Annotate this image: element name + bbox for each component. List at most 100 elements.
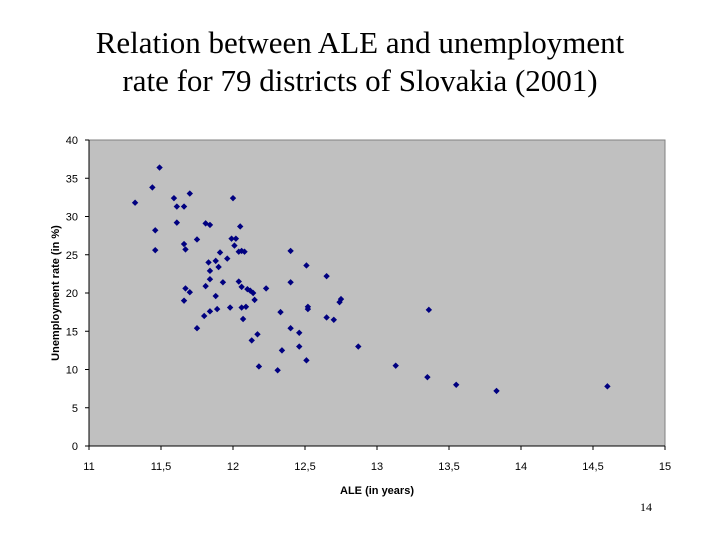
data-point (149, 184, 156, 191)
data-point (304, 305, 312, 313)
data-point (238, 304, 245, 311)
data-point (186, 190, 193, 197)
data-point (206, 276, 214, 283)
data-point (296, 329, 303, 336)
data-point (262, 285, 270, 292)
y-tick-label: 5 (72, 403, 78, 415)
x-tick-label: 12 (227, 461, 239, 473)
data-point (193, 236, 201, 243)
data-point (152, 246, 159, 254)
y-tick-label: 30 (66, 212, 78, 224)
x-axis-label: ALE (in years) (340, 485, 414, 497)
data-point (231, 242, 238, 249)
data-point (251, 296, 258, 304)
data-point (235, 248, 242, 255)
y-tick-label: 15 (66, 326, 78, 338)
data-point (323, 272, 330, 280)
data-point (254, 331, 261, 338)
data-point (424, 373, 431, 381)
data-point (248, 337, 255, 344)
data-point (241, 248, 248, 255)
data-point (205, 259, 212, 266)
plot-area (88, 139, 666, 447)
data-point (238, 283, 245, 291)
y-tick-label: 0 (72, 441, 78, 453)
data-point (232, 235, 240, 242)
data-point (235, 278, 242, 285)
axes: 11 11,5 12 12,5 13 13,5 14 14,5 15 0 5 10 15 20 25 30 35… (66, 135, 671, 473)
data-point (173, 203, 181, 210)
data-point (156, 164, 163, 171)
slide-title-line-1: Relation between ALE and unemployment (95, 25, 625, 60)
data-point (274, 367, 281, 374)
data-point (180, 297, 188, 304)
data-point (182, 246, 189, 253)
data-point (239, 315, 247, 323)
data-point (330, 316, 337, 323)
data-point (170, 194, 178, 202)
data-point (180, 203, 188, 210)
data-point (296, 343, 303, 350)
slide-title-line-2: rate for 79 districts of Slovakia (2001) (122, 63, 598, 98)
y-tick-label: 10 (66, 365, 78, 377)
data-point (213, 305, 221, 313)
data-point (206, 221, 214, 229)
data-point (287, 247, 294, 255)
data-point (206, 267, 214, 275)
data-point (425, 306, 433, 314)
data-point (277, 308, 284, 316)
data-point (173, 219, 181, 226)
data-point (323, 314, 330, 321)
data-point (278, 347, 286, 354)
x-tick-label: 11,5 (151, 461, 172, 473)
y-tick-label: 20 (66, 288, 78, 300)
data-point (287, 324, 294, 332)
x-tick-label: 12,5 (294, 461, 315, 473)
x-tick-label: 15 (659, 461, 671, 473)
data-point (206, 308, 214, 315)
x-tick-label: 13,5 (438, 461, 459, 473)
data-point (392, 362, 399, 369)
data-point (249, 289, 257, 297)
data-point (201, 312, 208, 320)
y-axis-label: Unemployment rate (in %) (50, 225, 62, 361)
data-point (202, 282, 209, 290)
y-tick-label: 25 (66, 250, 78, 262)
x-tick-label: 13 (371, 461, 383, 473)
data-point (337, 295, 345, 303)
data-point (255, 363, 263, 370)
data-point (287, 279, 294, 286)
data-point (242, 303, 250, 310)
data-point (224, 255, 231, 262)
data-point (229, 194, 237, 202)
data-point (237, 223, 244, 230)
data-point (303, 262, 310, 269)
data-points (131, 164, 611, 395)
data-point (186, 289, 193, 296)
data-point (247, 287, 254, 294)
data-point (180, 240, 188, 248)
x-tick-label: 11 (83, 461, 94, 473)
x-tick-label: 14 (515, 461, 527, 473)
data-point (212, 292, 219, 300)
data-point (226, 304, 234, 311)
data-point (216, 249, 224, 256)
data-point (228, 235, 235, 242)
data-point (182, 285, 189, 292)
data-point (131, 199, 139, 206)
data-point (152, 227, 159, 234)
y-tick-label: 35 (66, 173, 78, 185)
slide-title: Relation between ALE and unemployment ra… (0, 24, 720, 100)
data-point (215, 263, 222, 271)
y-tick-label: 40 (66, 135, 78, 147)
page-number: 14 (640, 500, 652, 514)
x-tick-label: 14,5 (582, 461, 603, 473)
data-point (493, 387, 500, 395)
data-point (219, 279, 227, 286)
data-point (604, 383, 611, 390)
data-point (355, 343, 362, 350)
data-point (212, 257, 219, 265)
data-point (303, 357, 310, 364)
data-point (193, 324, 201, 332)
